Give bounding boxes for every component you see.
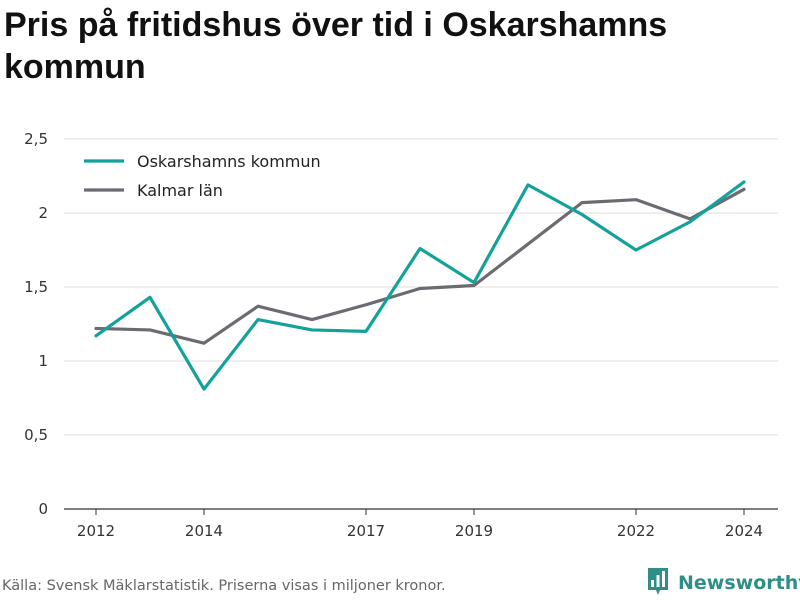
chart-title: Pris på fritidshus över tid i Oskarshamn…: [4, 6, 668, 86]
x-tick-label: 2017: [347, 522, 385, 540]
legend-label-kalmar: Kalmar län: [137, 181, 223, 200]
brand-name: Newsworthy: [678, 572, 800, 594]
series-line-oskarshamn: [94, 180, 746, 391]
x-tick-label: 2022: [617, 522, 655, 540]
source-note: Källa: Svensk Mäklarstatistik. Priserna …: [2, 578, 446, 594]
y-tick-label: 2: [38, 204, 48, 222]
brand-logo[interactable]: Newsworthy: [646, 568, 800, 598]
legend-label-oskarshamn: Oskarshamns kommun: [137, 152, 321, 171]
y-tick-label: 1,5: [24, 278, 48, 296]
x-tick-label: 2019: [455, 522, 493, 540]
y-tick-label: 2,5: [24, 130, 48, 148]
series-lines: [94, 180, 746, 391]
y-tick-label: 1: [38, 352, 48, 370]
x-tick-label: 2014: [185, 522, 223, 540]
x-tick-label: 2012: [77, 522, 115, 540]
y-tick-label: 0,5: [24, 426, 48, 444]
bar-chart-logo-icon: [646, 566, 670, 600]
series-line-kalmar: [94, 187, 746, 345]
y-tick-label: 0: [38, 500, 48, 518]
y-axis-tick-labels: 0 0,5 1 1,5 2 2,5: [24, 130, 48, 518]
legend: Oskarshamns kommun Kalmar län: [84, 152, 321, 200]
x-tick-label: 2024: [725, 522, 763, 540]
x-axis: 2012 2014 2017 2019 2022 2024: [64, 508, 778, 540]
